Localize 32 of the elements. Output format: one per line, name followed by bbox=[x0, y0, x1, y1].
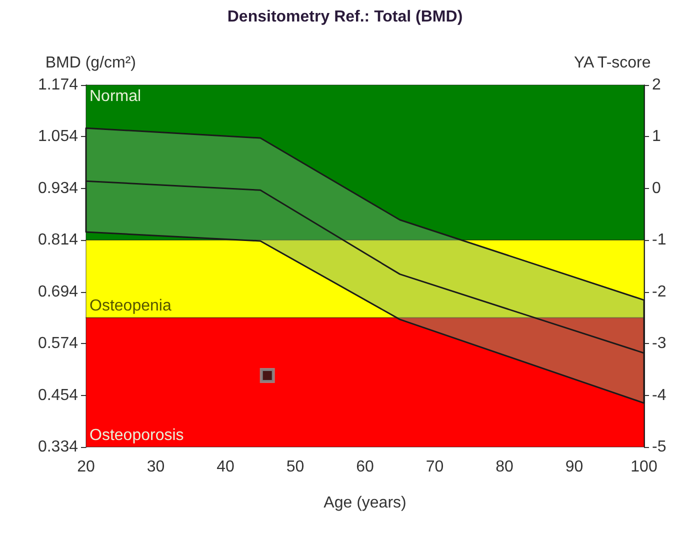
x-tick-label: 100 bbox=[630, 458, 658, 476]
y-tick-label: 0.934 bbox=[38, 180, 78, 197]
x-tick-label: 20 bbox=[77, 458, 95, 476]
y-tick-label: 0.574 bbox=[38, 335, 78, 352]
band-label: Osteopenia bbox=[90, 298, 172, 315]
y-tick-label: 0.694 bbox=[38, 283, 78, 300]
y2-tick-label: 1 bbox=[652, 128, 661, 146]
chart-title: Densitometry Ref.: Total (BMD) bbox=[227, 8, 463, 26]
y-tick-label: 0.814 bbox=[38, 232, 78, 249]
x-tick-label: 30 bbox=[146, 458, 165, 476]
x-tick-label: 70 bbox=[426, 458, 444, 476]
band-label: Normal bbox=[90, 88, 142, 105]
y-tick-label: 1.054 bbox=[38, 128, 78, 146]
x-tick-label: 40 bbox=[216, 458, 234, 476]
x-tick-label: 60 bbox=[356, 458, 374, 476]
x-tick-label: 50 bbox=[286, 458, 304, 476]
y-tick-label: 1.174 bbox=[38, 76, 78, 94]
y-tick-label: 0.334 bbox=[38, 438, 78, 456]
y2-tick-label: -4 bbox=[652, 386, 666, 404]
x-tick-label: 90 bbox=[565, 458, 584, 476]
band-label: Osteoporosis bbox=[90, 427, 184, 444]
x-tick-label: 80 bbox=[496, 458, 514, 476]
x-axis-title: Age (years) bbox=[324, 494, 406, 512]
y2-tick-label: 2 bbox=[652, 76, 661, 94]
y2-tick-label: -1 bbox=[652, 232, 666, 249]
y-tick-label: 0.454 bbox=[38, 386, 78, 404]
y-axis-title: BMD (g/cm²) bbox=[45, 54, 136, 72]
y2-tick-label: -2 bbox=[652, 283, 666, 300]
y2-axis-title: YA T-score bbox=[574, 54, 651, 72]
y2-tick-label: -3 bbox=[652, 335, 666, 352]
y2-tick-label: 0 bbox=[652, 180, 661, 197]
y2-tick-label: -5 bbox=[652, 438, 666, 456]
